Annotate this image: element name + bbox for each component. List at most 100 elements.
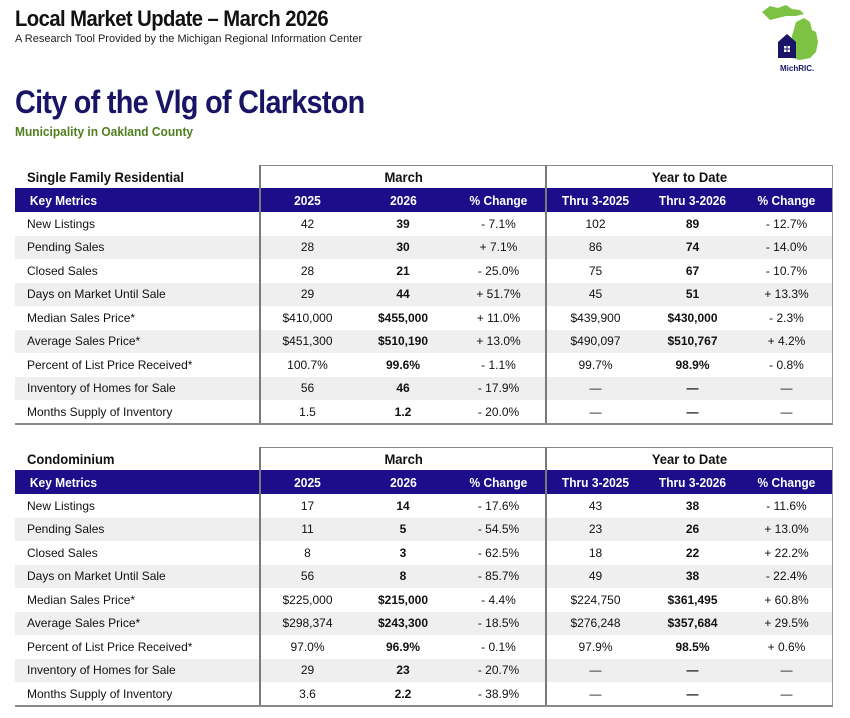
divider-line [545, 447, 547, 706]
value-2025: $225,000 [282, 592, 333, 607]
table-row: Median Sales Price* $225,000 $215,000 - 4.4… [15, 588, 833, 612]
col-2026: 2026 [389, 192, 417, 208]
metric-name: Months Supply of Inventory [27, 686, 173, 701]
value-thru-2026: 98.5% [675, 639, 710, 654]
col-pct-change-ytd: % Change [757, 192, 816, 208]
value-2025: $451,300 [282, 334, 333, 349]
value-2026: 96.9% [385, 639, 421, 654]
table-row: New Listings 17 14 - 17.6% 43 38 - 11.6% [15, 494, 833, 518]
pct-change-ytd: - 22.4% [765, 569, 808, 584]
condominium-table: Condominium March Year to Date Key Metri… [15, 447, 833, 707]
pct-change-ytd: - 2.3% [769, 310, 804, 325]
col-thru-2025: Thru 3-2025 [561, 474, 630, 490]
value-2025: 17 [300, 498, 315, 513]
value-2026: $455,000 [377, 310, 429, 325]
value-thru-2026: 98.9% [675, 357, 710, 372]
table-row: Days on Market Until Sale 56 8 - 85.7% 49 38 -… [15, 564, 833, 588]
metric-name: Closed Sales [27, 545, 98, 560]
table-row: Inventory of Homes for Sale 29 23 - 20.7% — —… [15, 658, 833, 682]
pct-change-ytd: + 60.8% [764, 592, 809, 607]
value-thru-2026: — [686, 686, 699, 701]
value-thru-2026: 38 [685, 498, 700, 513]
col-2025: 2025 [294, 192, 321, 208]
pct-change-march: - 17.6% [477, 498, 520, 513]
value-thru-2026: — [686, 404, 699, 419]
value-2025: 56 [300, 569, 315, 584]
value-thru-2026: 26 [685, 522, 700, 537]
table-row: Percent of List Price Received* 97.0% 96.9… [15, 635, 833, 659]
metric-name: Percent of List Price Received* [27, 357, 193, 372]
bottom-rule [15, 705, 833, 707]
value-thru-2025: — [589, 404, 602, 419]
value-thru-2025: — [589, 663, 602, 678]
table-row: Closed Sales 8 3 - 62.5% 18 22 + 22.2% [15, 541, 833, 565]
col-thru-2025: Thru 3-2025 [561, 192, 630, 208]
value-2026: 23 [396, 663, 410, 678]
pct-change-march: - 18.5% [477, 616, 520, 631]
value-2026: 46 [396, 381, 410, 396]
value-2026: $215,000 [377, 592, 429, 607]
value-thru-2025: 102 [585, 216, 606, 231]
pct-change-march: + 11.0% [476, 310, 521, 325]
pct-change-march: - 0.1% [481, 639, 516, 654]
value-thru-2025: $490,097 [570, 334, 621, 349]
pct-change-ytd: - 11.6% [766, 498, 807, 513]
value-2026: $243,300 [377, 616, 429, 631]
value-2025: $298,374 [282, 616, 333, 631]
value-2026: 1.2 [394, 404, 412, 419]
pct-change-ytd: + 13.3% [764, 287, 809, 302]
pct-change-ytd: — [780, 404, 793, 419]
metric-name: Days on Market Until Sale [27, 287, 166, 302]
group-header-march: March [260, 447, 546, 470]
pct-change-ytd: — [780, 686, 793, 701]
value-thru-2025: $276,248 [570, 616, 621, 631]
value-2025: 28 [300, 240, 315, 255]
table-row: Pending Sales 11 5 - 54.5% 23 26 + 13.0% [15, 517, 833, 541]
pct-change-march: - 62.5% [477, 545, 520, 560]
municipality-label: Municipality in Oakland County [15, 124, 194, 139]
table-row: Months Supply of Inventory 1.5 1.2 - 20.0% —… [15, 400, 833, 424]
metric-name: Median Sales Price* [27, 592, 136, 607]
divider-line [832, 447, 833, 706]
value-thru-2026: 51 [685, 287, 700, 302]
pct-change-march: - 38.9% [477, 686, 520, 701]
value-thru-2025: $439,900 [570, 310, 621, 325]
table-row: Pending Sales 28 30 + 7.1% 86 74 - 14.0% [15, 235, 833, 259]
metric-name: New Listings [27, 216, 96, 231]
metric-name: Average Sales Price* [27, 616, 141, 631]
col-2026: 2026 [389, 474, 417, 490]
col-key-metrics: Key Metrics [29, 192, 98, 208]
col-thru-2026: Thru 3-2026 [658, 474, 727, 490]
metric-name: Inventory of Homes for Sale [27, 663, 176, 678]
pct-change-ytd: — [780, 381, 793, 396]
pct-change-march: - 1.1% [481, 357, 516, 372]
value-2025: 29 [300, 663, 315, 678]
metric-name: Pending Sales [27, 240, 105, 255]
col-pct-change-march: % Change [469, 474, 528, 490]
col-pct-change-march: % Change [469, 192, 528, 208]
pct-change-ytd: - 12.7% [765, 216, 808, 231]
divider-line [259, 165, 261, 424]
pct-change-ytd: — [780, 663, 793, 678]
group-header-ytd: Year to Date [546, 165, 833, 188]
col-thru-2026: Thru 3-2026 [658, 192, 727, 208]
table-row: Months Supply of Inventory 3.6 2.2 - 38.9% —… [15, 682, 833, 706]
value-thru-2025: $224,750 [570, 592, 621, 607]
pct-change-march: - 17.9% [477, 381, 520, 396]
metric-name: Pending Sales [27, 522, 105, 537]
pct-change-march: - 20.7% [477, 663, 520, 678]
report-subtitle: A Research Tool Provided by the Michigan… [15, 33, 363, 45]
value-thru-2025: 97.9% [578, 639, 613, 654]
group-header-march: March [260, 165, 546, 188]
value-thru-2025: — [589, 686, 602, 701]
column-header-row: Key Metrics 2025 2026 % Change Thru 3-20… [15, 188, 833, 212]
metric-name: Median Sales Price* [27, 310, 136, 325]
value-2026: 3 [399, 545, 407, 560]
pct-change-march: - 20.0% [477, 404, 520, 419]
value-2025: 42 [300, 216, 315, 231]
metric-name: Months Supply of Inventory [27, 404, 173, 419]
value-thru-2025: 45 [588, 287, 603, 302]
michric-logo [756, 2, 836, 74]
group-header-ytd: Year to Date [546, 447, 833, 470]
section-title: Condominium [27, 451, 115, 467]
